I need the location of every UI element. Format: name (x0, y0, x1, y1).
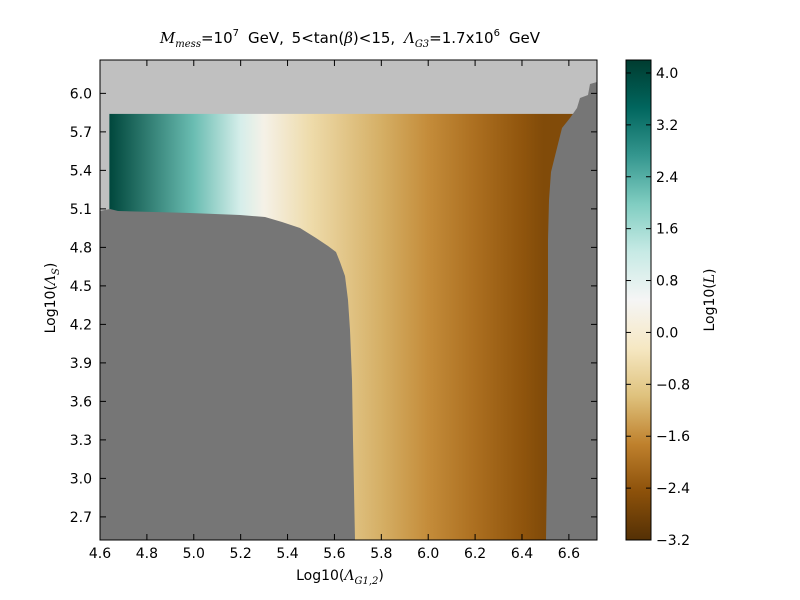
y-tick-label-5-4: 5.4 (70, 163, 92, 179)
plot-frame (99, 59, 598, 541)
y-axis-ticks: 2.7 3.0 3.3 3.6 3.9 4.2 4.5 4.8 5.1 5.4 5.7 6.0 (70, 86, 597, 526)
title-m-symbol: M (159, 29, 176, 47)
plot-area (100, 60, 597, 540)
title-lambda-equals: =1.7x10 (429, 29, 493, 47)
x-tick-label-6-0: 6.0 (417, 546, 439, 562)
x-tick-label-5-4: 5.4 (276, 546, 298, 562)
y-axis-label-prefix: Log10( (43, 285, 59, 333)
x-axis-label-subscript: G1,2 (355, 576, 379, 587)
title-lambda-exponent: 6 (494, 28, 500, 39)
title-gev-1: GeV, (248, 29, 284, 47)
x-tick-label-5-6: 5.6 (323, 546, 345, 562)
x-axis-label-symbol: Λ (342, 568, 354, 584)
colorbar-ticks: 4.0 3.2 2.4 1.6 0.8 0.0 −0.8 −1.6 −2.4 −3.2 (626, 66, 690, 549)
colorbar-label-suffix: ) (702, 268, 718, 273)
y-tick-label-4-5: 4.5 (70, 279, 92, 295)
colorbar-tick-label-3-2: 3.2 (656, 118, 678, 134)
x-tick-label-5-0: 5.0 (183, 546, 205, 562)
colorbar-tick-label-4-0: 4.0 (656, 66, 678, 82)
title-tanb-lt2: < (359, 29, 372, 47)
colorbar-tick-label-minus-0-8: −0.8 (656, 377, 690, 393)
y-tick-label-3-0: 3.0 (70, 471, 92, 487)
colorbar-tick-label-2-4: 2.4 (656, 170, 678, 186)
colorbar-tick-label-minus-2-4: −2.4 (656, 481, 690, 497)
colorbar-tick-label-0-0: 0.0 (656, 325, 678, 341)
title-tanb-lt1: < (301, 29, 314, 47)
y-tick-label-3-6: 3.6 (70, 394, 92, 410)
colorbar-tick-label-minus-3-2: −3.2 (656, 533, 690, 549)
chart-title: Mmess=107 GeV, 5<tan(β)<15, ΛG3=1.7x106 Ge… (159, 28, 541, 50)
title-tanb-upper: 15, (371, 29, 395, 47)
title-m-equals: =10 (201, 29, 233, 47)
colorbar-tick-label-1-6: 1.6 (656, 222, 678, 238)
x-tick-label-5-8: 5.8 (370, 546, 392, 562)
colorbar-label: Log10(L) (702, 268, 718, 331)
y-tick-label-3-3: 3.3 (70, 433, 92, 449)
title-tanb-text: tan( (314, 29, 344, 47)
x-tick-label-4-6: 4.6 (89, 546, 111, 562)
x-tick-label-6-2: 6.2 (464, 546, 486, 562)
y-tick-label-4-8: 4.8 (70, 240, 92, 256)
x-axis-label-suffix: ) (378, 568, 383, 584)
title-gev-2: GeV (509, 29, 541, 47)
y-axis-label-suffix: ) (43, 263, 59, 268)
x-tick-label-6-6: 6.6 (558, 546, 580, 562)
title-lambda-symbol: Λ (402, 29, 415, 47)
x-axis-label: Log10(ΛG1,2) (296, 568, 384, 587)
colorbar-label-prefix: Log10( (702, 283, 718, 331)
x-tick-label-5-2: 5.2 (230, 546, 252, 562)
x-tick-label-6-4: 6.4 (511, 546, 533, 562)
title-m-subscript: mess (175, 39, 201, 50)
y-tick-label-6-0: 6.0 (70, 86, 92, 102)
y-axis-label: Log10(ΛS) (43, 263, 62, 334)
title-tanb-close: ) (353, 29, 359, 47)
y-axis-label-symbol: Λ (43, 275, 59, 287)
colorbar (625, 59, 652, 541)
title-m-exponent: 7 (233, 28, 239, 39)
x-axis-ticks: 4.6 4.8 5.0 5.2 5.4 5.6 5.8 6.0 6.2 6.4 6.6 (89, 60, 580, 562)
y-tick-label-5-1: 5.1 (70, 202, 92, 218)
y-tick-label-4-2: 4.2 (70, 317, 92, 333)
colorbar-tick-label-minus-1-6: −1.6 (656, 429, 690, 445)
title-tanb-beta: β (343, 29, 353, 47)
colorbar-tick-label-0-8: 0.8 (656, 274, 678, 290)
y-axis-label-subscript: S (51, 268, 62, 275)
colorbar-label-symbol: L (702, 274, 718, 284)
title-tanb-lower: 5 (292, 29, 302, 47)
x-axis-label-prefix: Log10( (296, 568, 344, 584)
excluded-region-right (546, 82, 597, 540)
y-tick-label-5-7: 5.7 (70, 125, 92, 141)
x-tick-label-4-8: 4.8 (136, 546, 158, 562)
y-tick-label-3-9: 3.9 (70, 356, 92, 372)
title-lambda-subscript: G3 (415, 39, 429, 50)
excluded-region-lower-left (100, 209, 355, 540)
y-tick-label-2-7: 2.7 (70, 510, 92, 526)
